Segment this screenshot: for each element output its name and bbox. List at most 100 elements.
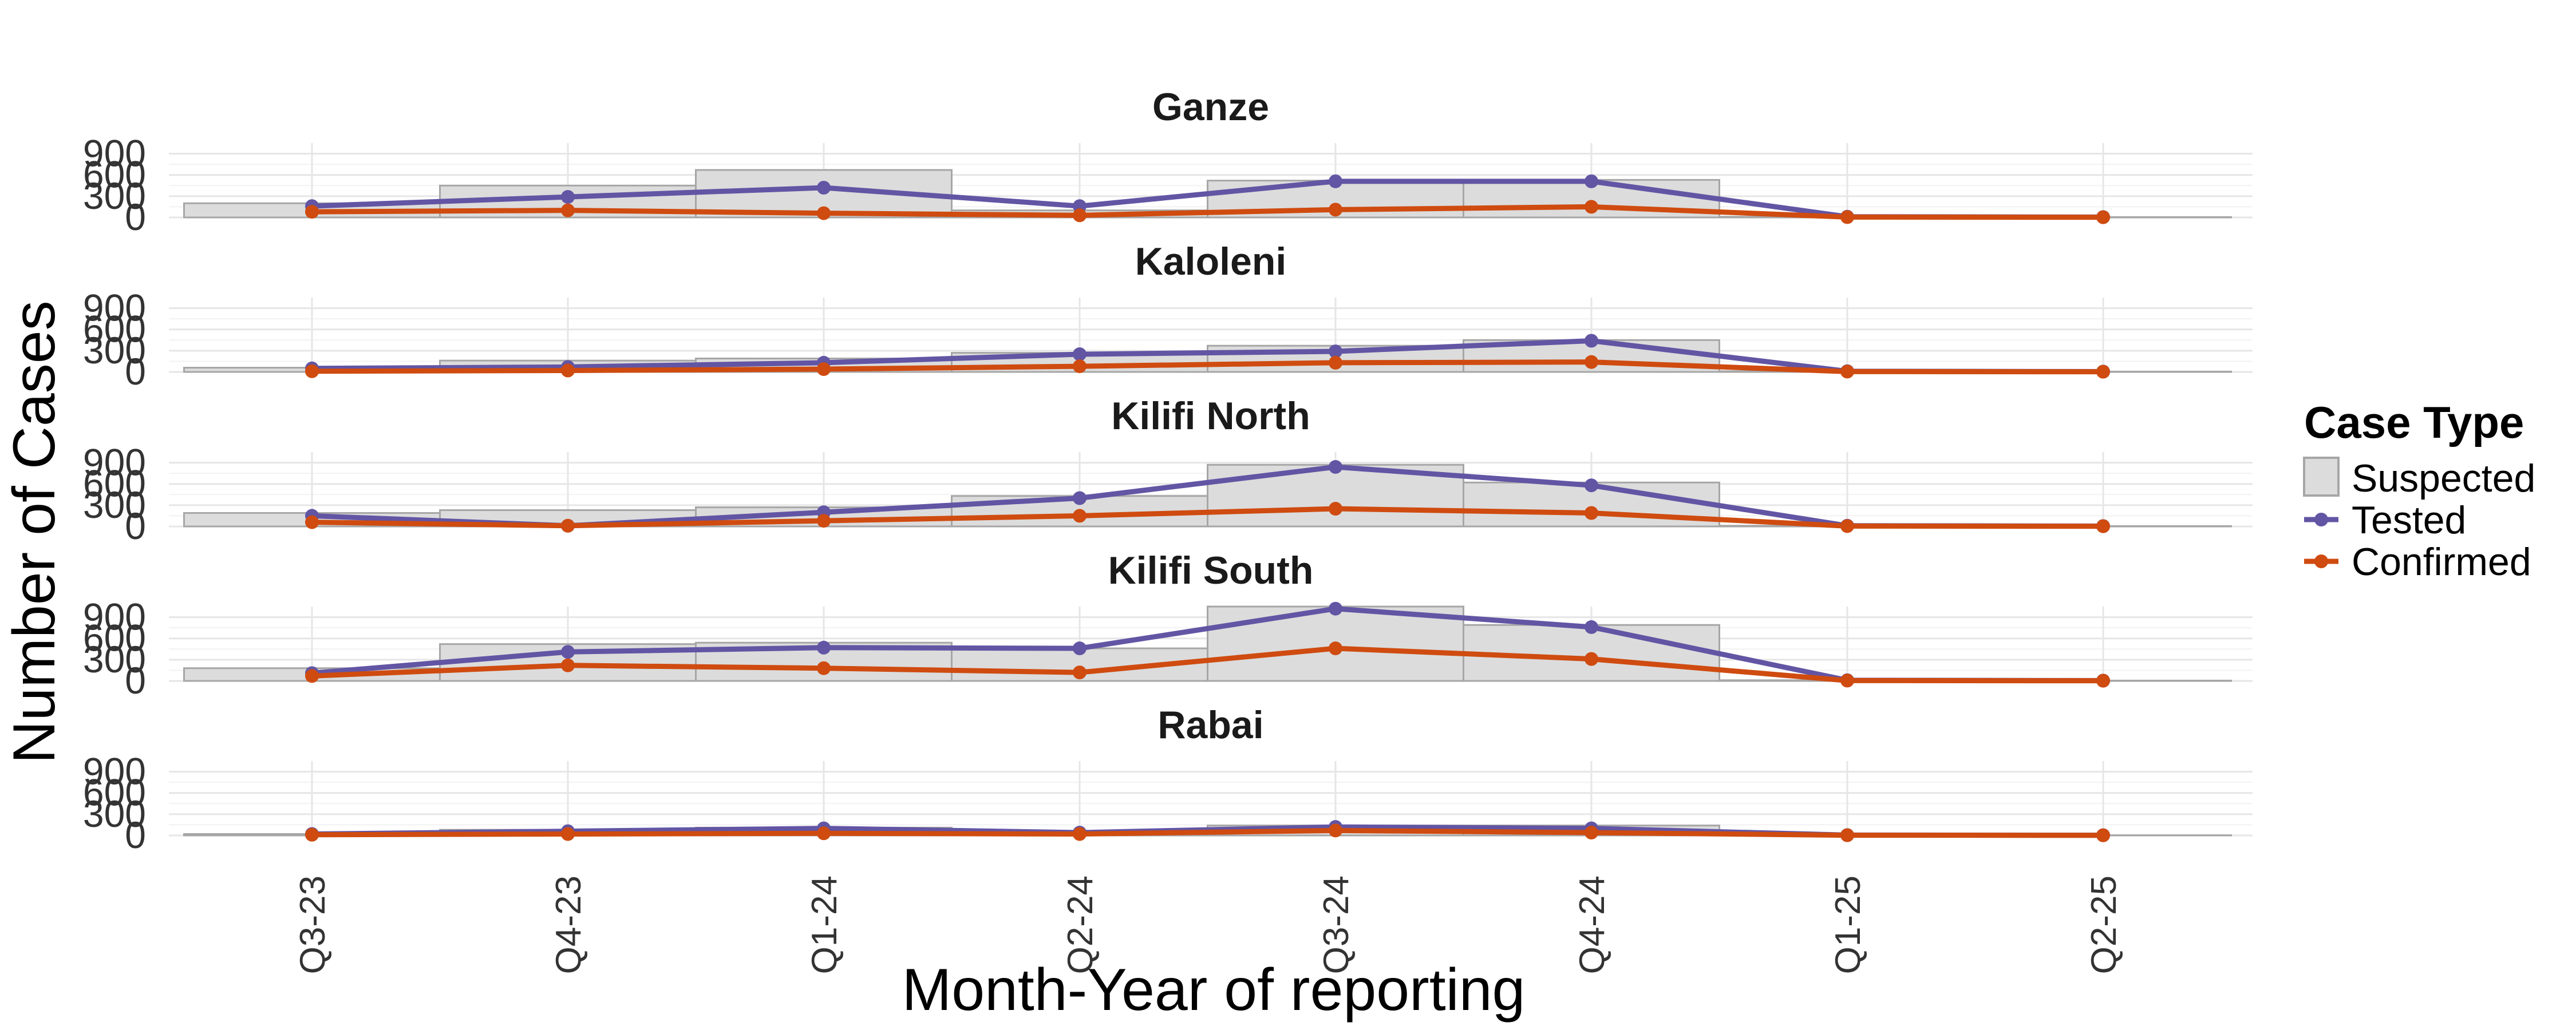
point-confirmed-q2-25 bbox=[2096, 210, 2110, 224]
point-confirmed-q4-23 bbox=[561, 363, 575, 378]
panels-group: Ganze0300600900Kaloleni0300600900Kilifi … bbox=[83, 85, 2253, 974]
y-tick-label: 600 bbox=[83, 617, 146, 659]
point-confirmed-q4-23 bbox=[561, 518, 575, 533]
y-tick-label: 900 bbox=[83, 287, 146, 329]
x-tick-label: Q1-24 bbox=[805, 876, 844, 974]
point-tested-q2-24 bbox=[1073, 491, 1086, 505]
panel-title: Kilifi South bbox=[1108, 549, 1314, 592]
point-tested-q4-23 bbox=[561, 645, 575, 659]
y-tick-label: 300 bbox=[83, 638, 146, 680]
point-confirmed-q2-24 bbox=[1073, 827, 1086, 841]
panel-title: Ganze bbox=[1152, 85, 1269, 129]
y-axis-title: Number of Cases bbox=[1, 300, 68, 763]
point-tested-q4-24 bbox=[1585, 620, 1598, 634]
legend-label-confirmed: Confirmed bbox=[2352, 540, 2531, 584]
point-confirmed-q3-23 bbox=[305, 205, 319, 219]
y-tick-label: 0 bbox=[125, 350, 146, 393]
y-tick-label: 300 bbox=[83, 793, 146, 835]
point-confirmed-q2-25 bbox=[2096, 519, 2110, 533]
line-confirmed bbox=[311, 827, 2104, 838]
point-confirmed-q4-24 bbox=[1585, 355, 1598, 369]
point-confirmed-q1-24 bbox=[817, 206, 831, 220]
x-axis-title: Month-Year of reporting bbox=[902, 957, 1526, 1023]
panel-title: Rabai bbox=[1157, 703, 1263, 747]
point-confirmed-q4-24 bbox=[1585, 506, 1598, 520]
point-confirmed-q4-24 bbox=[1585, 652, 1598, 666]
point-confirmed-q3-24 bbox=[1329, 203, 1342, 217]
y-tick-label: 300 bbox=[83, 175, 146, 217]
point-tested-q4-24 bbox=[1585, 174, 1598, 188]
point-confirmed-q3-23 bbox=[305, 515, 319, 529]
y-tick-label: 0 bbox=[125, 505, 146, 547]
point-confirmed-q4-23 bbox=[561, 827, 575, 841]
x-axis: Q3-23 Q4-23 Q1-24 Q2-24 Q3-24 Q4-24 Q1-25 Q2-25 bbox=[293, 876, 2124, 974]
x-tick-label: Q4-23 bbox=[549, 876, 588, 974]
x-tick-label: Q3-23 bbox=[293, 876, 333, 974]
legend-title: Case Type bbox=[2304, 397, 2524, 447]
point-tested-q2-24 bbox=[1073, 641, 1086, 656]
point-confirmed-q3-24 bbox=[1329, 641, 1342, 656]
legend-key-confirmed-point bbox=[2314, 554, 2328, 568]
point-confirmed-q4-24 bbox=[1585, 200, 1598, 214]
x-tick-label: Q4-24 bbox=[1573, 876, 1612, 974]
y-tick-label: 0 bbox=[125, 814, 146, 856]
y-tick-label: 900 bbox=[83, 132, 146, 175]
y-tick-label: 900 bbox=[83, 596, 146, 638]
point-confirmed-q1-24 bbox=[817, 362, 831, 377]
y-tick-label: 600 bbox=[83, 308, 146, 350]
legend-key-tested-point bbox=[2314, 513, 2328, 526]
point-confirmed-q2-25 bbox=[2096, 674, 2110, 688]
point-tested-q3-24 bbox=[1329, 460, 1342, 474]
y-tick-label: 900 bbox=[83, 441, 146, 484]
point-confirmed-q4-23 bbox=[561, 203, 575, 217]
y-tick-label: 0 bbox=[125, 659, 146, 702]
point-confirmed-q1-25 bbox=[1840, 674, 1854, 688]
point-tested-q3-24 bbox=[1329, 601, 1342, 616]
point-confirmed-q2-24 bbox=[1073, 359, 1086, 374]
y-tick-label: 600 bbox=[83, 153, 146, 196]
point-tested-q1-24 bbox=[817, 640, 831, 655]
point-confirmed-q3-23 bbox=[305, 669, 319, 683]
point-confirmed-q2-25 bbox=[2096, 828, 2110, 842]
legend-label-suspected: Suspected bbox=[2352, 457, 2535, 500]
legend-key-suspected bbox=[2303, 457, 2340, 497]
line-confirmed bbox=[311, 506, 2104, 529]
line-tested bbox=[311, 179, 2104, 220]
y-tick-label: 900 bbox=[83, 750, 146, 793]
point-tested-q4-23 bbox=[561, 190, 575, 204]
point-confirmed-q3-24 bbox=[1329, 502, 1342, 516]
x-tick-label: Q2-25 bbox=[2084, 876, 2124, 974]
point-confirmed-q1-25 bbox=[1840, 210, 1854, 224]
point-tested-q2-24 bbox=[1073, 347, 1086, 362]
x-tick-label: Q3-24 bbox=[1317, 876, 1356, 974]
point-tested-q4-24 bbox=[1585, 334, 1598, 348]
point-confirmed-q3-24 bbox=[1329, 823, 1342, 838]
y-tick-label: 300 bbox=[83, 329, 146, 371]
point-confirmed-q3-23 bbox=[305, 364, 319, 378]
line-confirmed bbox=[311, 359, 2104, 375]
line-tested bbox=[311, 606, 2104, 683]
panel-title: Kaloleni bbox=[1135, 240, 1287, 283]
point-confirmed-q4-23 bbox=[561, 658, 575, 672]
point-confirmed-q1-25 bbox=[1840, 365, 1854, 379]
line-confirmed bbox=[311, 204, 2104, 220]
point-confirmed-q1-24 bbox=[817, 514, 831, 528]
x-tick-label: Q1-25 bbox=[1828, 876, 1868, 974]
line-tested bbox=[311, 338, 2104, 374]
point-tested-q3-24 bbox=[1329, 344, 1342, 359]
point-tested-q4-24 bbox=[1585, 478, 1598, 493]
point-confirmed-q1-24 bbox=[817, 661, 831, 675]
y-tick-label: 300 bbox=[83, 484, 146, 526]
point-confirmed-q3-24 bbox=[1329, 355, 1342, 370]
point-confirmed-q2-24 bbox=[1073, 509, 1086, 523]
point-confirmed-q2-24 bbox=[1073, 665, 1086, 680]
panel-title: Kilifi North bbox=[1111, 394, 1310, 438]
legend-label-tested: Tested bbox=[2352, 498, 2466, 542]
line-confirmed bbox=[311, 645, 2104, 684]
point-confirmed-q3-23 bbox=[305, 827, 319, 842]
